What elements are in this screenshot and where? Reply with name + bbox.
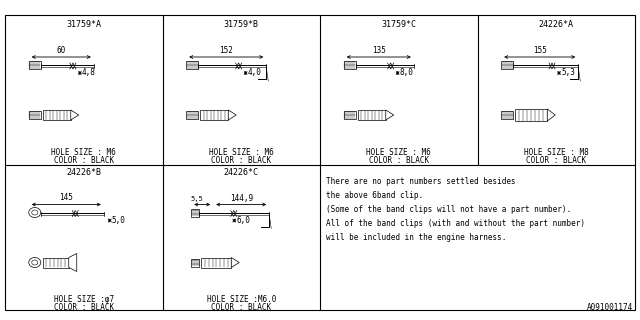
Text: HOLE SIZE : M6: HOLE SIZE : M6 [51,148,116,157]
Text: 31759*C: 31759*C [381,20,416,29]
Text: HOLE SIZE :M6.0: HOLE SIZE :M6.0 [207,295,276,304]
Bar [186,111,198,119]
Text: COLOR : BLACK: COLOR : BLACK [211,303,271,312]
Bar [186,61,198,69]
Text: 31759*A: 31759*A [67,20,101,29]
Bar [515,109,547,121]
Text: COLOR : BLACK: COLOR : BLACK [211,156,271,165]
Text: 6,0: 6,0 [236,216,250,225]
Text: HOLE SIZE : M6: HOLE SIZE : M6 [209,148,274,157]
Text: the above 6band clip.: the above 6band clip. [326,191,423,200]
Text: will be included in the engine harness.: will be included in the engine harness. [326,233,506,242]
Bar [358,110,386,120]
Polygon shape [386,110,394,120]
Text: 5,0: 5,0 [112,216,125,225]
Bar [501,61,513,69]
Polygon shape [71,110,79,120]
Bar [191,209,199,217]
Polygon shape [547,109,556,121]
Bar [344,111,356,119]
Bar [191,259,199,267]
Text: 24226*A: 24226*A [539,20,573,29]
Text: All of the band clips (with and without the part number): All of the band clips (with and without … [326,219,585,228]
Text: 4,8: 4,8 [82,68,96,77]
Text: (Some of the band clips will not have a part number).: (Some of the band clips will not have a … [326,205,571,214]
Text: HOLE SIZE : M8: HOLE SIZE : M8 [524,148,589,157]
Ellipse shape [29,258,41,268]
Text: 145: 145 [60,194,73,203]
Text: 60: 60 [56,46,66,55]
Text: COLOR : BLACK: COLOR : BLACK [526,156,586,165]
Text: 135: 135 [372,46,386,55]
Polygon shape [231,258,239,268]
Text: 31759*B: 31759*B [224,20,259,29]
Bar [344,61,356,69]
Text: 5,3: 5,3 [561,68,575,77]
Ellipse shape [32,260,38,265]
Bar [201,258,231,268]
Text: COLOR : BLACK: COLOR : BLACK [369,156,429,165]
Text: 24226*C: 24226*C [224,168,259,177]
Text: There are no part numbers settled besides: There are no part numbers settled beside… [326,177,516,186]
Text: COLOR : BLACK: COLOR : BLACK [54,156,114,165]
Bar [29,61,41,69]
Polygon shape [228,110,236,120]
Text: HOLE SIZE : M6: HOLE SIZE : M6 [366,148,431,157]
Polygon shape [68,253,77,271]
Bar [501,111,513,119]
Text: HOLE SIZE :φ7: HOLE SIZE :φ7 [54,295,114,304]
Ellipse shape [32,210,38,215]
Bar [43,258,68,268]
Ellipse shape [29,207,41,218]
Text: 155: 155 [533,46,547,55]
Text: 4,0: 4,0 [248,68,262,77]
Text: A091001174: A091001174 [587,303,633,312]
Bar [43,110,71,120]
Text: 8,0: 8,0 [399,68,413,77]
Text: 24226*B: 24226*B [67,168,101,177]
Text: COLOR : BLACK: COLOR : BLACK [54,303,114,312]
Bar [200,110,228,120]
Text: 152: 152 [220,46,233,55]
Text: 144,9: 144,9 [230,194,253,203]
Text: 5,5: 5,5 [191,196,204,203]
Bar [29,111,41,119]
